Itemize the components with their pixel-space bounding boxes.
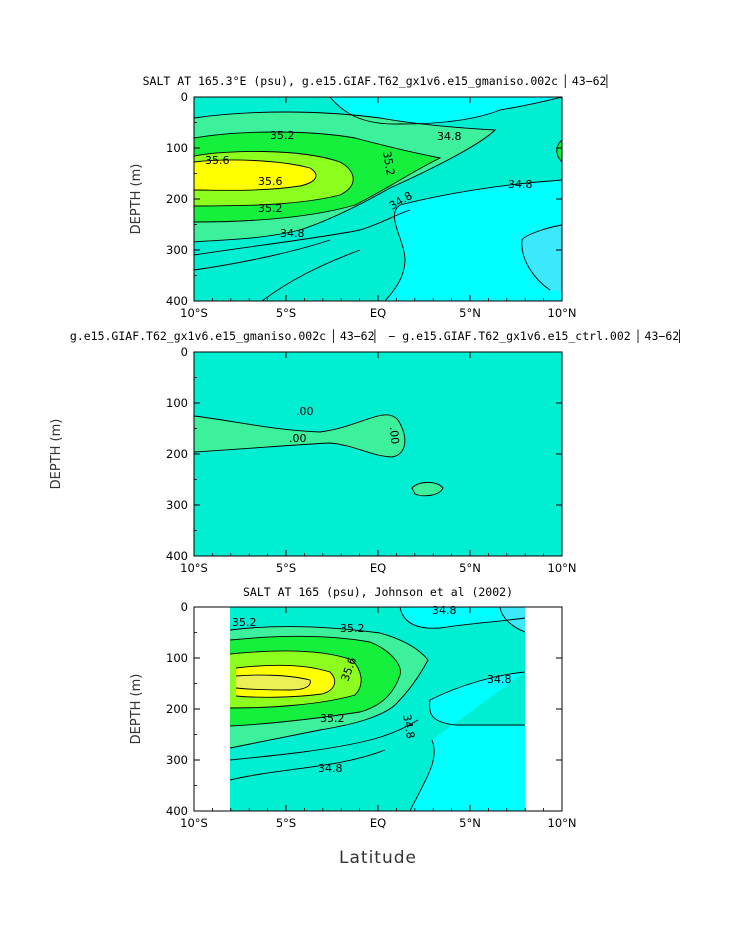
contour-label: 35.2 [258,202,283,215]
contour-label: 34.8 [508,178,533,191]
contour-line-7 [499,607,525,633]
y-tick-label: 200 [166,447,188,461]
y-tick-label: 200 [166,192,188,206]
panel-observed-salinity: SALT AT 165 (psu), Johnson et al (2002) [129,585,563,868]
x-tick-label: EQ [370,561,386,575]
contour-line-5 [329,97,562,125]
x-tick-label: EQ [370,816,386,830]
x-tick-label: 5°S [276,561,296,575]
contour-line-2 [194,131,442,223]
contour-line-6 [399,607,525,629]
x-tick-label: 5°S [276,816,296,830]
contour-label: 35.2 [340,622,365,635]
contour-line-9 [261,249,361,301]
panel-1-title: SALT AT 165.3°E (psu), g.e15.GIAF.T62_gx… [143,74,614,88]
contour-line-2 [411,481,444,497]
contour-label: 34.8 [280,227,305,240]
contour-line-6 [384,179,562,301]
y-tick-label: 400 [166,804,188,818]
contour-line-7 [194,209,411,256]
fill-cyan-surface [330,97,562,125]
panel-2-title: g.e15.GIAF.T62_gx1v6.e15_gmaniso.002c ▏4… [70,329,686,343]
contour-line-2 [230,636,401,727]
contour-label: 34.8 [318,762,343,775]
contour-label: .00 [296,405,314,418]
y-tick-label: 400 [166,294,188,308]
y-tick-label: 100 [166,141,188,155]
contour-label: .00 [289,432,307,445]
y-tick-label: 200 [166,702,188,716]
panel-2-ylabel: DEPTH (m) [49,419,64,490]
contour-line-1 [194,414,406,458]
contour-line-11 [230,749,386,781]
contour-label: 34.8 [400,713,417,739]
contour-line-4 [235,664,336,698]
panel-3-xlabel: Latitude [339,848,417,868]
contour-label: 34.8 [437,130,462,143]
contour-line-9 [409,739,435,811]
fill-blob-deep [412,482,443,496]
contour-line-3 [230,650,362,709]
y-tick-label: 300 [166,498,188,512]
contour-line-5 [235,674,311,691]
fill-cyan-surface [400,607,525,629]
contour-line-8 [194,239,331,271]
panel-difference: g.e15.GIAF.T62_gx1v6.e15_gmaniso.002c ▏4… [49,329,686,557]
contour-label: 35.6 [258,175,283,188]
y-tick-label: 100 [166,396,188,410]
contour-label: 34.8 [432,604,457,617]
fill-cyan-deep [230,672,525,811]
x-tick-label: 5°N [459,816,481,830]
fill-aqua-deep [521,225,562,292]
panel-model-salinity: SALT AT 165.3°E (psu), g.e15.GIAF.T62_gx… [129,74,614,302]
contour-label: 35.2 [380,150,397,176]
x-tick-label: 10°S [180,306,208,320]
y-tick-label: 0 [181,345,188,359]
contour-label: 35.6 [205,154,230,167]
x-tick-label: 10°N [548,561,577,575]
contour-line-1 [194,111,497,243]
x-tick-label: 5°N [459,561,481,575]
x-tick-label: 10°S [180,816,208,830]
x-tick-label: 10°N [548,306,577,320]
contour-line-11 [556,139,562,163]
y-tick-label: 300 [166,753,188,767]
contour-line-4 [194,159,317,191]
y-tick-label: 300 [166,243,188,257]
panel-1-contour-fill [194,97,562,301]
contour-label: 35.2 [270,129,295,142]
x-tick-label: 10°S [180,561,208,575]
fill-level-above-zero [194,414,405,457]
panel-3-ylabel: DEPTH (m) [129,674,144,745]
panel-3-contour-labels: 35.2 35.2 35.6 35.2 34.8 34.8 34.8 34.8 [232,604,512,775]
panel-3-contour-fill [230,607,525,811]
x-tick-label: 5°N [459,306,481,320]
x-tick-label: EQ [370,306,386,320]
y-tick-label: 0 [181,600,188,614]
fill-pale-core [236,675,311,690]
y-tick-label: 0 [181,90,188,104]
y-tick-label: 400 [166,549,188,563]
contour-label: .00 [387,426,401,445]
fill-cyan-deep [385,180,562,301]
contour-line-8 [429,671,525,726]
contour-line-3 [194,150,354,207]
contour-label: 34.8 [487,673,512,686]
contour-line-10 [521,224,562,291]
x-tick-label: 5°S [276,306,296,320]
panel-2-contour-labels: .00 .00 .00 [289,405,401,445]
contour-line-10 [230,719,419,761]
y-tick-label: 100 [166,651,188,665]
contour-label: 35.2 [320,712,345,725]
panel-1-ylabel: DEPTH (m) [129,164,144,235]
x-tick-label: 10°N [548,816,577,830]
contour-line-1 [230,626,429,749]
panel-2-contour-fill [194,352,562,556]
contour-label: 35.2 [232,616,257,629]
panel-3-title: SALT AT 165 (psu), Johnson et al (2002) [243,585,513,599]
fill-level-35-6-plus [194,160,316,191]
